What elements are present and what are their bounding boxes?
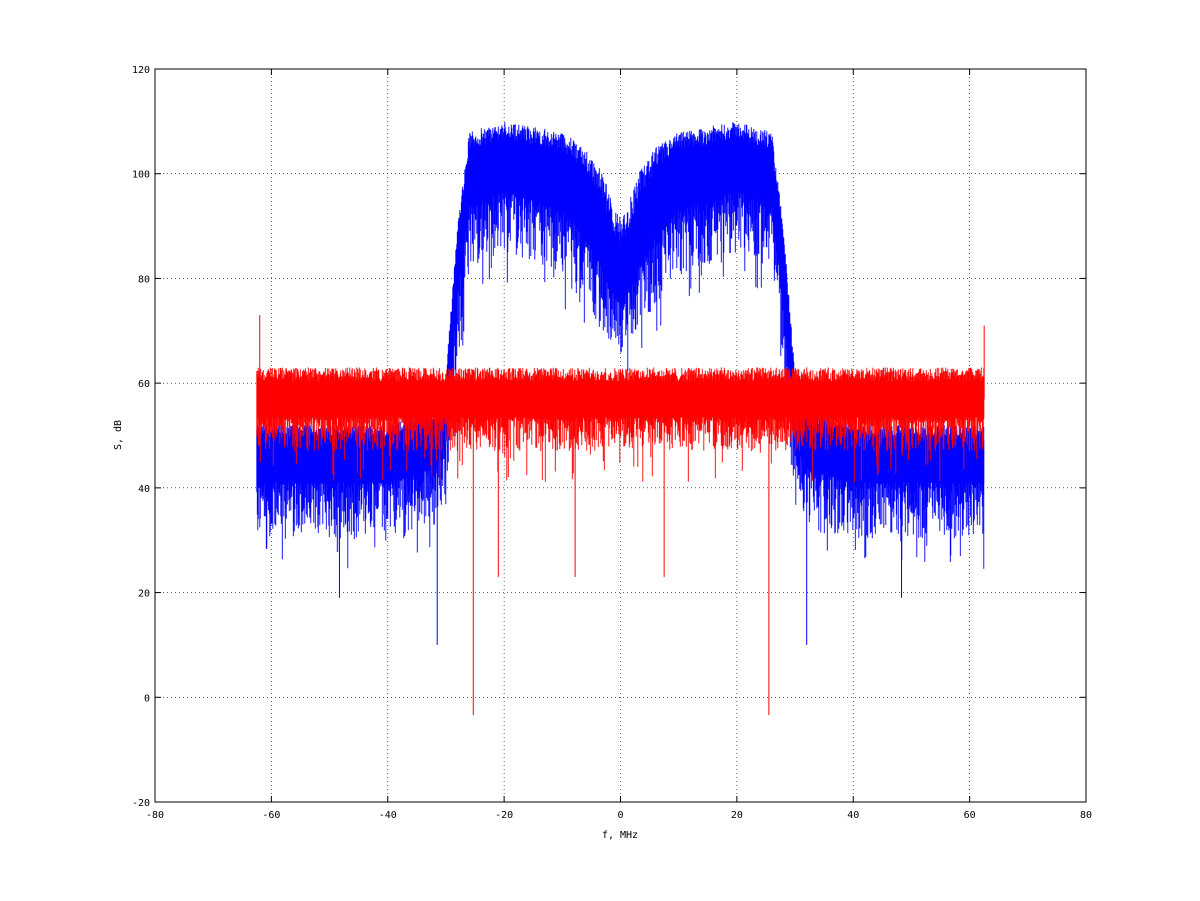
y-tick-label: 20 xyxy=(138,589,150,600)
x-tick-label: -60 xyxy=(262,810,280,821)
y-tick-label: 80 xyxy=(138,274,150,285)
y-tick-label: 120 xyxy=(132,65,150,76)
y-axis-label: S, dB xyxy=(113,420,124,450)
x-axis-label: f, MHz xyxy=(602,830,638,841)
series-1 xyxy=(256,122,985,645)
x-tick-label: 80 xyxy=(1080,810,1092,821)
axes: -80 -60 -40 -20 0 20 40 60 80 -20 0 20 40 60 80 100 120 xyxy=(132,65,1092,821)
x-tick-label: -20 xyxy=(495,810,513,821)
y-tick-label: 100 xyxy=(132,170,150,181)
x-tick-label: -80 xyxy=(146,810,164,821)
y-tick-label: 0 xyxy=(144,693,150,704)
x-tick-label: 40 xyxy=(847,810,859,821)
y-tick-label: 40 xyxy=(138,484,150,495)
y-tick-label: -20 xyxy=(132,798,150,809)
series-layer xyxy=(256,122,985,716)
series-2 xyxy=(256,315,985,716)
x-tick-label: 20 xyxy=(731,810,743,821)
series-2-core xyxy=(256,386,985,418)
x-tick-label: -40 xyxy=(379,810,397,821)
y-tick-label: 60 xyxy=(138,379,150,390)
x-tick-label: 0 xyxy=(617,810,623,821)
x-tick-label: 60 xyxy=(964,810,976,821)
series-1-core xyxy=(256,143,985,483)
